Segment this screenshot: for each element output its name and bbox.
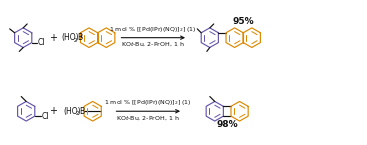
Text: 98%: 98% (217, 120, 238, 129)
Text: B: B (79, 107, 84, 116)
Text: +: + (49, 106, 57, 116)
Text: 1 mol % [[Pd(IPr)(NQ)]$_2$] (1): 1 mol % [[Pd(IPr)(NQ)]$_2$] (1) (109, 25, 197, 34)
Text: Cl: Cl (38, 38, 45, 47)
Text: 2: 2 (74, 38, 77, 43)
Text: KO$t$-Bu, 2-PrOH, 1 h: KO$t$-Bu, 2-PrOH, 1 h (116, 114, 180, 122)
Text: +: + (49, 33, 57, 43)
Text: 2: 2 (76, 111, 79, 116)
Text: 1 mol % [[Pd(IPr)(NQ)]$_2$] (1): 1 mol % [[Pd(IPr)(NQ)]$_2$] (1) (104, 98, 192, 107)
Text: KO$t$-Bu, 2-PrOH, 1 h: KO$t$-Bu, 2-PrOH, 1 h (121, 41, 185, 48)
Text: (HO): (HO) (61, 33, 79, 42)
Text: 95%: 95% (232, 18, 254, 27)
Text: (HO): (HO) (63, 107, 80, 116)
Text: B: B (77, 33, 82, 42)
Text: Cl: Cl (42, 112, 49, 121)
